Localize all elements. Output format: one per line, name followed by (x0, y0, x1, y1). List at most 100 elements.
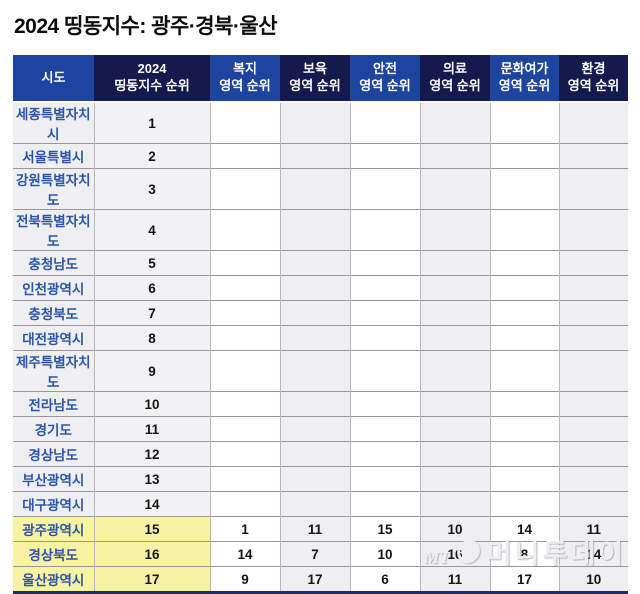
sido-cell: 대구광역시 (13, 491, 94, 517)
header-cell: 안전 영역 순위 (350, 55, 420, 103)
table-row: 충청북도 7 (13, 300, 628, 326)
header-cell: 2024 띵동지수 순위 (94, 55, 210, 103)
rank-cell: 11 (93, 416, 210, 442)
area-rank-cell (349, 416, 420, 442)
area-rank-cell (558, 300, 628, 326)
area-rank-cell (558, 250, 628, 276)
area-rank-cell (558, 102, 628, 144)
area-rank-cell (279, 102, 350, 144)
area-rank-cell (419, 391, 490, 417)
area-rank-cell (419, 491, 490, 517)
area-rank-cell (349, 466, 420, 492)
sido-cell: 충청남도 (13, 250, 94, 276)
area-rank-cell: 8 (489, 541, 559, 567)
sido-cell: 대전광역시 (13, 325, 94, 351)
sido-cell: 전북특별자치도 (13, 209, 94, 251)
table-row: 전북특별자치도 4 (13, 209, 628, 251)
rank-cell: 16 (93, 541, 210, 567)
sido-cell: 부산광역시 (13, 466, 94, 492)
sido-cell: 경상남도 (13, 441, 94, 467)
area-rank-cell (349, 168, 420, 210)
area-rank-cell (279, 441, 350, 467)
area-rank-cell (279, 168, 350, 210)
area-rank-cell (558, 275, 628, 301)
area-rank-cell (489, 391, 559, 417)
table-row: 경상남도 12 (13, 441, 628, 467)
table-row: 전라남도 10 (13, 391, 628, 417)
area-rank-cell (279, 209, 350, 251)
area-rank-cell (419, 350, 490, 392)
area-rank-cell (349, 350, 420, 392)
area-rank-cell (209, 209, 280, 251)
area-rank-cell (558, 466, 628, 492)
rank-cell: 10 (93, 391, 210, 417)
sido-cell: 전라남도 (13, 391, 94, 417)
area-rank-cell (209, 391, 280, 417)
area-rank-cell (349, 391, 420, 417)
area-rank-cell (279, 300, 350, 326)
area-rank-cell (419, 102, 490, 144)
header-cell: 보육 영역 순위 (280, 55, 350, 103)
area-rank-cell (419, 143, 490, 169)
header-cell: 복지 영역 순위 (210, 55, 280, 103)
rank-cell: 15 (93, 516, 210, 542)
area-rank-cell (558, 391, 628, 417)
area-rank-cell: 10 (349, 541, 420, 567)
area-rank-cell (489, 491, 559, 517)
area-rank-cell: 14 (209, 541, 280, 567)
table-row: 부산광역시 13 (13, 466, 628, 492)
area-rank-cell (489, 168, 559, 210)
area-rank-cell (558, 416, 628, 442)
area-rank-cell (279, 350, 350, 392)
area-rank-cell (209, 350, 280, 392)
area-rank-cell (419, 325, 490, 351)
rank-cell: 7 (93, 300, 210, 326)
area-rank-cell: 14 (558, 541, 628, 567)
sido-cell: 서울특별시 (13, 143, 94, 169)
area-rank-cell (349, 143, 420, 169)
header-cell: 문화여가 영역 순위 (490, 55, 559, 103)
area-rank-cell (349, 325, 420, 351)
area-rank-cell (209, 102, 280, 144)
area-rank-cell: 15 (349, 516, 420, 542)
table-row: 대전광역시 8 (13, 325, 628, 351)
area-rank-cell (279, 416, 350, 442)
table-row: 서울특별시 2 (13, 143, 628, 169)
rank-cell: 5 (93, 250, 210, 276)
table-row: 경상북도 16 14 7 10 16 8 14 (13, 541, 628, 567)
table-row: 충청남도 5 (13, 250, 628, 276)
area-rank-cell: 7 (279, 541, 350, 567)
header-cell: 의료 영역 순위 (420, 55, 490, 103)
area-rank-cell (489, 416, 559, 442)
rank-cell: 2 (93, 143, 210, 169)
rank-cell: 13 (93, 466, 210, 492)
area-rank-cell (209, 168, 280, 210)
area-rank-cell: 6 (349, 566, 420, 593)
area-rank-cell: 9 (209, 566, 280, 593)
area-rank-cell (558, 325, 628, 351)
area-rank-cell (489, 325, 559, 351)
area-rank-cell (209, 325, 280, 351)
rank-cell: 9 (93, 350, 210, 392)
area-rank-cell (279, 250, 350, 276)
ranking-table: 시도 2024 띵동지수 순위 복지 영역 순위 보육 영역 순위 안전 영역 순위 의료 영역 순… (13, 55, 628, 594)
area-rank-cell (489, 350, 559, 392)
area-rank-cell (209, 416, 280, 442)
area-rank-cell: 1 (209, 516, 280, 542)
area-rank-cell (419, 466, 490, 492)
area-rank-cell (349, 300, 420, 326)
area-rank-cell (279, 143, 350, 169)
sido-cell: 광주광역시 (13, 516, 94, 542)
sido-cell: 인천광역시 (13, 275, 94, 301)
area-rank-cell (419, 441, 490, 467)
sido-cell: 경기도 (13, 416, 94, 442)
area-rank-cell (419, 416, 490, 442)
sido-cell: 세종특별자치시 (13, 102, 94, 144)
circle-logo-icon (456, 537, 481, 566)
table-row: 제주특별자치도 9 (13, 350, 628, 392)
area-rank-cell (349, 209, 420, 251)
rank-cell: 17 (93, 566, 210, 593)
table-row: 세종특별자치시 1 (13, 102, 628, 144)
rank-cell: 8 (93, 325, 210, 351)
area-rank-cell (209, 466, 280, 492)
